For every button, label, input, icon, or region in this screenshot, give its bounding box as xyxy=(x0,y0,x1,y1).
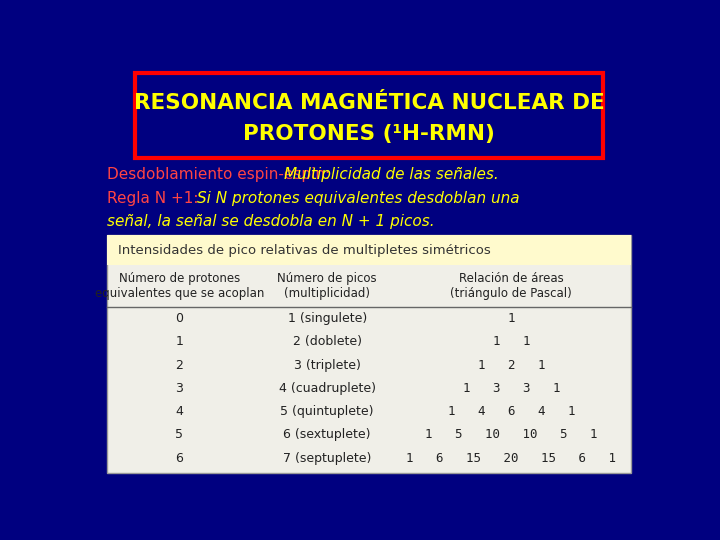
Text: 6 (sextuplete): 6 (sextuplete) xyxy=(284,428,371,441)
Text: 2: 2 xyxy=(176,359,183,372)
Text: Desdoblamiento espin-espin:: Desdoblamiento espin-espin: xyxy=(107,167,335,181)
Text: 1   6   15   20   15   6   1: 1 6 15 20 15 6 1 xyxy=(406,451,616,464)
Text: PROTONES (¹H-RMN): PROTONES (¹H-RMN) xyxy=(243,124,495,144)
Text: Si N protones equivalentes desdoblan una: Si N protones equivalentes desdoblan una xyxy=(197,191,520,206)
Text: 7 (septuplete): 7 (septuplete) xyxy=(283,451,372,464)
Text: 1: 1 xyxy=(176,335,183,348)
FancyBboxPatch shape xyxy=(135,73,603,158)
Text: Regla N +1:: Regla N +1: xyxy=(107,191,203,206)
Text: 1: 1 xyxy=(508,312,515,325)
Text: Relación de áreas
(triángulo de Pascal): Relación de áreas (triángulo de Pascal) xyxy=(451,272,572,300)
Text: 2 (doblete): 2 (doblete) xyxy=(292,335,361,348)
Text: 4 (cuadruplete): 4 (cuadruplete) xyxy=(279,382,376,395)
Text: 1   3   3   1: 1 3 3 1 xyxy=(462,382,560,395)
Text: 4: 4 xyxy=(176,405,183,418)
Text: RESONANCIA MAGNÉTICA NUCLEAR DE: RESONANCIA MAGNÉTICA NUCLEAR DE xyxy=(134,93,604,113)
Text: Multiplicidad de las señales.: Multiplicidad de las señales. xyxy=(284,167,499,181)
Text: Número de protones
equivalentes que se acoplan: Número de protones equivalentes que se a… xyxy=(94,272,264,300)
Text: 1   1: 1 1 xyxy=(492,335,530,348)
Text: 3: 3 xyxy=(176,382,183,395)
Text: Intensidades de pico relativas de multipletes simétricos: Intensidades de pico relativas de multip… xyxy=(118,244,490,256)
FancyBboxPatch shape xyxy=(107,235,631,473)
Text: 0: 0 xyxy=(175,312,184,325)
Text: 1   2   1: 1 2 1 xyxy=(477,359,545,372)
FancyBboxPatch shape xyxy=(107,235,631,265)
Text: Número de picos
(multiplicidad): Número de picos (multiplicidad) xyxy=(277,272,377,300)
Text: 5: 5 xyxy=(175,428,184,441)
Text: 5 (quintuplete): 5 (quintuplete) xyxy=(280,405,374,418)
Text: 3 (triplete): 3 (triplete) xyxy=(294,359,361,372)
Text: 1 (singulete): 1 (singulete) xyxy=(287,312,366,325)
Text: 1   4   6   4   1: 1 4 6 4 1 xyxy=(448,405,575,418)
Text: señal, la señal se desdobla en N + 1 picos.: señal, la señal se desdobla en N + 1 pic… xyxy=(107,214,434,230)
Text: 6: 6 xyxy=(176,451,183,464)
Text: 1   5   10   10   5   1: 1 5 10 10 5 1 xyxy=(425,428,598,441)
